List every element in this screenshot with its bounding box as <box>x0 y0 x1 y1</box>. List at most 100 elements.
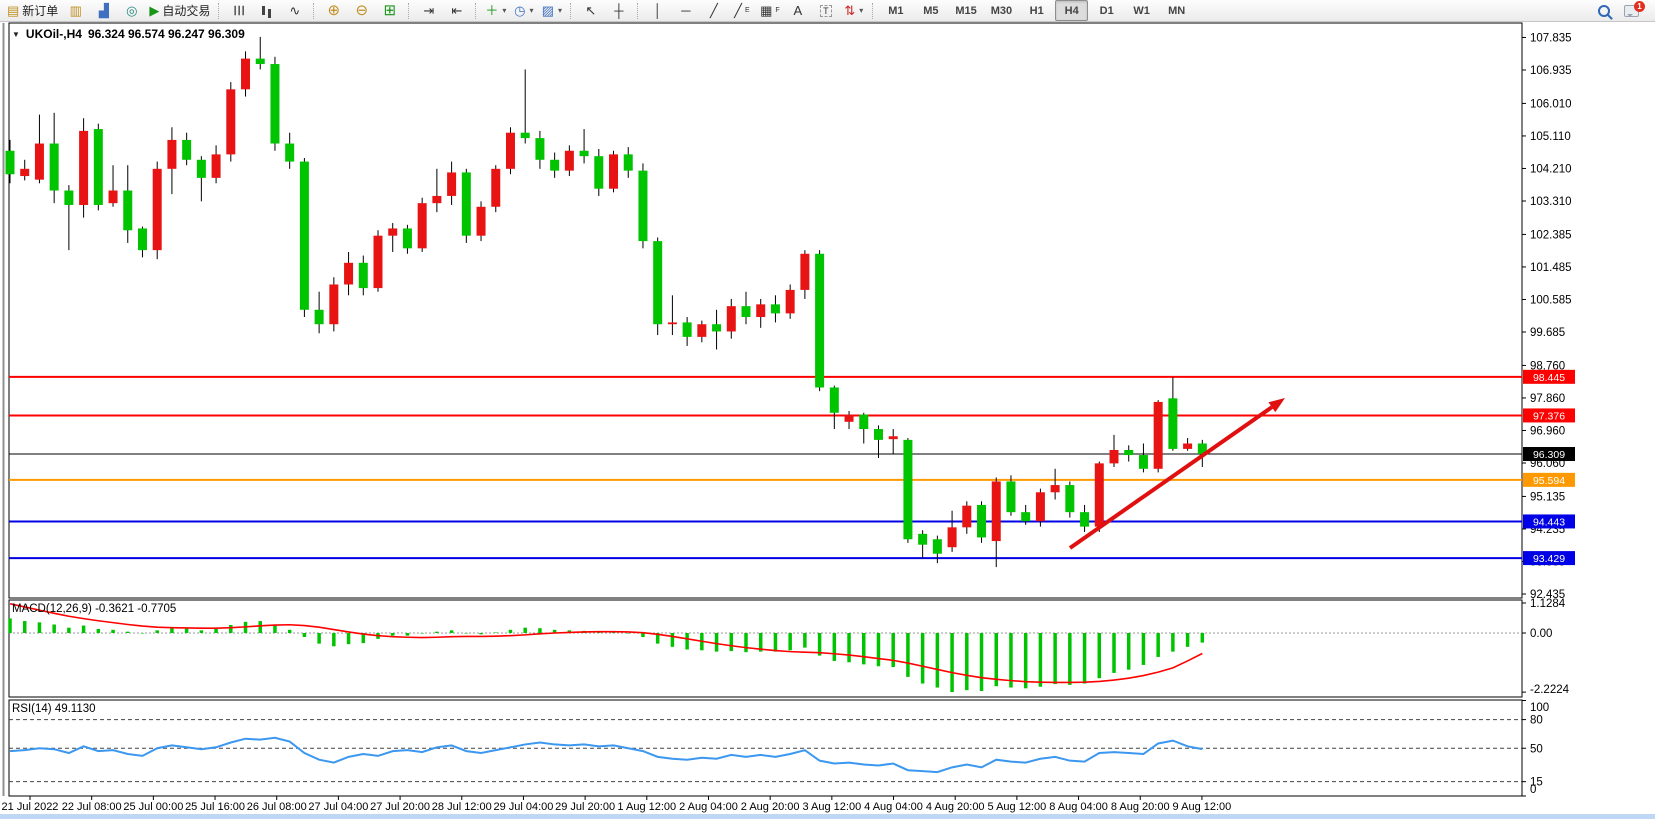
svg-text:8 Aug 20:00: 8 Aug 20:00 <box>1111 801 1170 813</box>
new-order-button[interactable]: ▤ 新订单 <box>4 0 61 21</box>
clock-icon: ◷ <box>514 3 526 18</box>
svg-text:25 Jul 00:00: 25 Jul 00:00 <box>123 801 183 813</box>
search-button[interactable] <box>1590 0 1617 21</box>
svg-text:4 Aug 20:00: 4 Aug 20:00 <box>926 801 985 813</box>
tile-windows-button[interactable]: ⊞ <box>376 0 403 21</box>
svg-text:22 Jul 08:00: 22 Jul 08:00 <box>62 801 122 813</box>
notifications-button[interactable]: 1 <box>1618 0 1645 21</box>
tf-button-M15[interactable]: M15 <box>955 4 977 17</box>
tf-button-M30[interactable]: M30 <box>990 4 1013 17</box>
svg-text:100.585: 100.585 <box>1530 294 1572 306</box>
new-chart-icon: ▥ <box>69 3 82 18</box>
svg-text:1.1284: 1.1284 <box>1530 598 1566 610</box>
zoom-out-button[interactable]: ⊖ <box>348 0 375 21</box>
text-button[interactable]: A <box>784 0 811 21</box>
candlestick-chart-button[interactable] <box>253 0 280 21</box>
svg-text:98.760: 98.760 <box>1530 360 1565 372</box>
autotrading-label: 自动交易 <box>162 4 211 18</box>
window-bottom-edge <box>0 814 1655 819</box>
svg-text:2 Aug 04:00: 2 Aug 04:00 <box>679 801 738 813</box>
svg-text:15: 15 <box>1530 777 1543 789</box>
toolbar-separator <box>570 2 572 19</box>
candlestick-chart-icon <box>262 6 266 15</box>
horizontal-line-button[interactable]: ─ <box>672 0 699 21</box>
chart-title[interactable]: ▼ UKOil-,H4 96.324 96.574 96.247 96.309 <box>12 27 245 41</box>
svg-text:106.010: 106.010 <box>1530 98 1572 110</box>
search-icon <box>1597 4 1610 17</box>
tf-button-D1[interactable]: D1 <box>1099 4 1114 17</box>
trendline-button[interactable]: ╱ <box>700 0 727 21</box>
chart-window[interactable]: 107.835 106.935 106.010 105.110 104.210 103.3… <box>0 22 1655 819</box>
line-chart-button[interactable]: ∿ <box>281 0 308 21</box>
zoom-in-button[interactable]: ⊕ <box>320 0 347 21</box>
crosshair-button[interactable]: ┼ <box>605 0 632 21</box>
svg-text:107.835: 107.835 <box>1530 32 1572 44</box>
cursor-button[interactable]: ↖ <box>577 0 604 21</box>
navigator-icon: ▟ <box>98 3 109 18</box>
equidistant-channel-button[interactable]: ╱ E <box>728 0 755 21</box>
autotrading-button[interactable]: ▶ 自动交易 <box>146 0 213 21</box>
tf-button-W1[interactable]: W1 <box>1133 4 1150 17</box>
tf-button-H4[interactable]: H4 <box>1055 0 1089 21</box>
toolbar-separator <box>475 2 477 19</box>
tf-button-MN[interactable]: MN <box>1168 4 1186 17</box>
ohlc-quote-label: 96.324 96.574 96.247 96.309 <box>87 27 245 41</box>
svg-text:3 Aug 12:00: 3 Aug 12:00 <box>802 801 861 813</box>
toolbar-separator <box>218 2 220 19</box>
bar-chart-button[interactable]: ☰ <box>225 0 252 21</box>
trendline-icon: ╱ <box>709 3 718 18</box>
svg-text:2 Aug 20:00: 2 Aug 20:00 <box>741 801 800 813</box>
toolbar-separator <box>408 2 410 19</box>
svg-text:0: 0 <box>1530 784 1536 796</box>
auto-scroll-icon: ⇥ <box>423 3 435 18</box>
chevron-down-icon: ▾ <box>529 6 534 15</box>
chart-shift-button[interactable]: ⇤ <box>443 0 470 21</box>
chat-bubble-icon: 1 <box>1624 0 1645 17</box>
navigator-button[interactable]: ▟ <box>90 0 117 21</box>
svg-text:92.435: 92.435 <box>1530 589 1565 601</box>
vertical-line-icon: │ <box>653 3 662 18</box>
tf-button-M1[interactable]: M1 <box>888 4 904 17</box>
svg-text:27 Jul 04:00: 27 Jul 04:00 <box>308 801 368 813</box>
svg-text:50: 50 <box>1530 743 1543 755</box>
svg-text:1 Aug 12:00: 1 Aug 12:00 <box>617 801 676 813</box>
templates-button[interactable]: ▨ ▾ <box>538 0 565 21</box>
svg-text:99.685: 99.685 <box>1530 327 1565 339</box>
svg-text:106.935: 106.935 <box>1530 65 1572 77</box>
symbol-period-label: UKOil-,H4 <box>25 27 82 41</box>
tf-button-H1[interactable]: H1 <box>1029 4 1044 17</box>
svg-text:21 Jul 2022: 21 Jul 2022 <box>2 801 59 813</box>
new-chart-button[interactable]: ▥ <box>62 0 89 21</box>
text-icon: A <box>793 3 803 18</box>
svg-text:101.485: 101.485 <box>1530 262 1572 274</box>
svg-text:28 Jul 12:00: 28 Jul 12:00 <box>432 801 492 813</box>
rsi-indicator-label: RSI(14) 49.1130 <box>12 703 96 715</box>
text-label-button[interactable]: T <box>812 0 839 21</box>
tf-button-M5[interactable]: M5 <box>923 4 939 17</box>
macd-indicator-label: MACD(12,26,9) -0.3621 -0.7705 <box>12 603 177 615</box>
svg-text:4 Aug 04:00: 4 Aug 04:00 <box>864 801 923 813</box>
vertical-line-button[interactable]: │ <box>644 0 671 21</box>
svg-text:105.110: 105.110 <box>1530 131 1571 143</box>
notification-badge: 1 <box>1634 0 1645 12</box>
indicators-add-icon: ＋ <box>485 3 499 18</box>
price-chart[interactable]: 107.835 106.935 106.010 105.110 104.210 103.3… <box>0 22 1655 819</box>
fibonacci-button[interactable]: ▦ F <box>756 0 783 21</box>
periods-button[interactable]: ◷ ▾ <box>510 0 537 21</box>
svg-text:-2.2224: -2.2224 <box>1530 684 1570 696</box>
auto-scroll-button[interactable]: ⇥ <box>415 0 442 21</box>
svg-text:95.594: 95.594 <box>1533 475 1565 487</box>
toolbar-separator <box>872 2 874 19</box>
svg-text:98.445: 98.445 <box>1533 372 1565 384</box>
fibonacci-icon: ▦ <box>760 3 773 18</box>
arrows-shapes-button[interactable]: ⇅ ▾ <box>840 0 867 21</box>
svg-text:102.385: 102.385 <box>1530 229 1572 241</box>
horizontal-line-icon: ─ <box>681 3 691 18</box>
svg-text:8 Aug 04:00: 8 Aug 04:00 <box>1049 801 1108 813</box>
svg-text:0.00: 0.00 <box>1530 628 1552 640</box>
svg-text:29 Jul 20:00: 29 Jul 20:00 <box>555 801 615 813</box>
market-watch-button[interactable]: ◎ <box>118 0 145 21</box>
indicators-button[interactable]: ＋ ▾ <box>482 0 509 21</box>
crosshair-icon: ┼ <box>614 3 624 18</box>
line-chart-icon: ∿ <box>289 3 301 18</box>
